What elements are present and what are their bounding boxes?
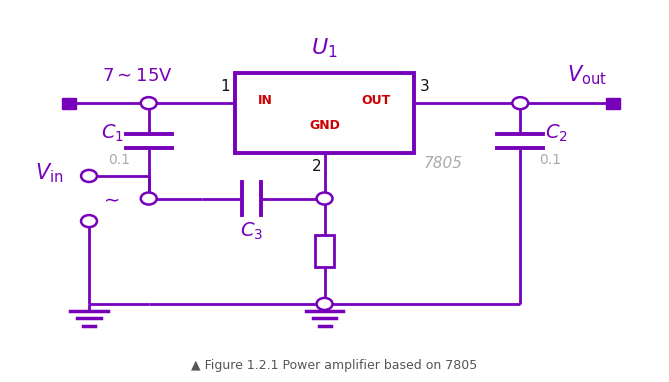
Text: $7{\sim}15{\rm V}$: $7{\sim}15{\rm V}$ (102, 66, 173, 84)
Text: $C_2$: $C_2$ (545, 123, 568, 144)
Text: GND: GND (309, 119, 340, 132)
Text: $V_{\rm in}$: $V_{\rm in}$ (35, 162, 64, 185)
Circle shape (81, 215, 97, 227)
Text: $\sim$: $\sim$ (100, 189, 120, 208)
Circle shape (140, 97, 157, 109)
Text: $V_{\rm out}$: $V_{\rm out}$ (567, 64, 607, 87)
Bar (62, 98, 76, 109)
Circle shape (512, 97, 529, 109)
Text: 7805: 7805 (424, 156, 463, 171)
Text: IN: IN (258, 94, 273, 107)
Bar (235, 73, 414, 153)
Circle shape (140, 193, 157, 204)
Text: 0.1: 0.1 (539, 153, 561, 167)
Text: $C_3$: $C_3$ (240, 220, 263, 242)
Text: OUT: OUT (362, 94, 391, 107)
Text: 2: 2 (312, 159, 321, 174)
Text: 0.1: 0.1 (108, 153, 130, 167)
Text: 3: 3 (419, 79, 429, 94)
Bar (606, 98, 620, 109)
Text: ▲ Figure 1.2.1 Power amplifier based on 7805: ▲ Figure 1.2.1 Power amplifier based on … (191, 359, 478, 372)
Circle shape (316, 193, 332, 204)
Circle shape (316, 298, 332, 310)
Bar (315, 235, 334, 267)
Circle shape (81, 170, 97, 182)
Text: 1: 1 (220, 79, 229, 94)
Text: $U_1$: $U_1$ (311, 37, 338, 60)
Text: $C_1$: $C_1$ (101, 123, 124, 144)
